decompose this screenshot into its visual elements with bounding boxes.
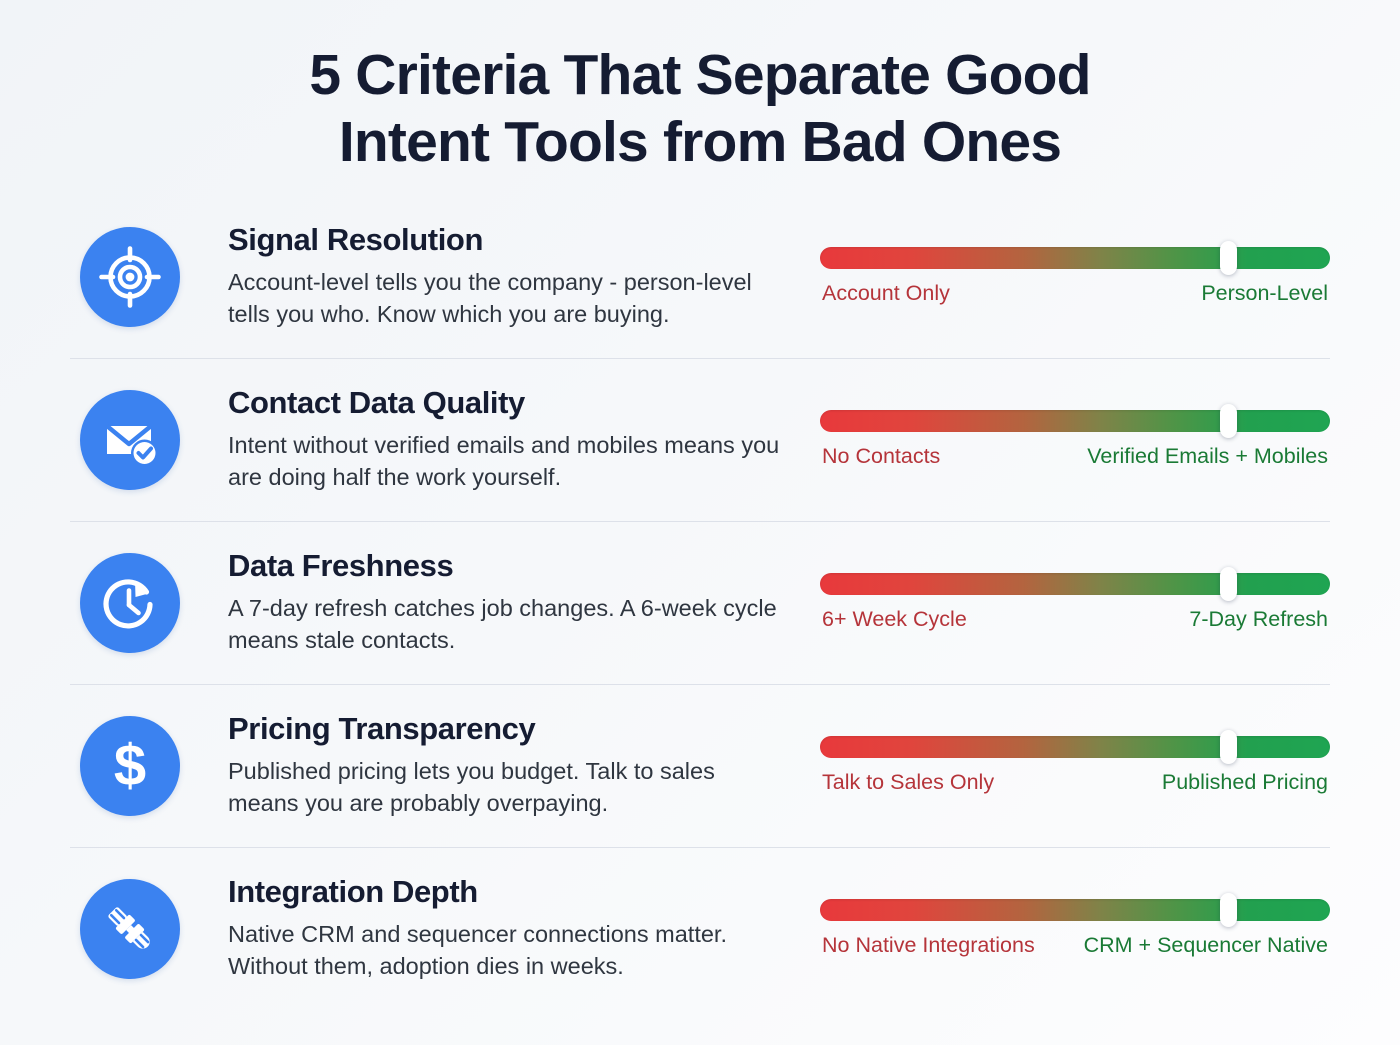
criteria-title: Integration Depth [228,873,478,909]
criteria-row: Integration Depth Native CRM and sequenc… [68,847,1332,1010]
slider-labels: 6+ Week Cycle 7-Day Refresh [820,607,1330,632]
criteria-text: Contact Data Quality Intent without veri… [192,384,792,494]
slider-high-label: Person-Level [1201,281,1328,306]
criteria-slider: No Contacts Verified Emails + Mobiles [792,404,1332,469]
criteria-description: Account-level tells you the company - pe… [228,269,752,328]
criteria-text: Integration Depth Native CRM and sequenc… [192,873,792,983]
criteria-slider: Talk to Sales Only Published Pricing [792,730,1332,795]
criteria-description: Native CRM and sequencer connections mat… [228,921,727,980]
slider-high-label: 7-Day Refresh [1189,607,1328,632]
criteria-title: Data Freshness [228,547,454,583]
dollar-sign-icon: $ [80,715,180,816]
criteria-text: Data Freshness A 7-day refresh catches j… [192,547,792,657]
slider-labels: No Contacts Verified Emails + Mobiles [820,444,1330,469]
slider-labels: Account Only Person-Level [820,281,1330,306]
slider-track[interactable] [820,241,1330,276]
svg-text:$: $ [114,735,146,797]
criteria-icon-wrap [68,878,192,979]
criteria-slider: 6+ Week Cycle 7-Day Refresh [792,567,1332,632]
page-title-line-1: 5 Criteria That Separate Good [309,43,1091,107]
slider-low-label: Account Only [822,281,950,306]
criteria-icon-wrap [68,389,192,490]
slider-thumb[interactable] [1219,730,1237,765]
slider-track[interactable] [820,730,1330,765]
criteria-description: Intent without verified emails and mobil… [228,432,780,491]
criteria-row: Data Freshness A 7-day refresh catches j… [68,521,1332,684]
slider-low-label: No Contacts [822,444,941,469]
slider-low-label: No Native Integrations [822,933,1035,958]
slider-high-label: Published Pricing [1161,770,1328,795]
verified-envelope-icon [80,389,180,490]
criteria-row: Contact Data Quality Intent without veri… [68,358,1332,521]
target-crosshair-icon [80,226,180,327]
slider-thumb[interactable] [1219,404,1237,439]
criteria-row: $ Pricing Transparency Published pricing… [68,684,1332,847]
slider-labels: Talk to Sales Only Published Pricing [820,770,1330,795]
criteria-text: Signal Resolution Account-level tells yo… [192,221,792,331]
slider-track[interactable] [820,893,1330,928]
criteria-title: Pricing Transparency [228,710,536,746]
slider-thumb[interactable] [1219,893,1237,928]
criteria-list: Signal Resolution Account-level tells yo… [0,195,1400,1010]
plug-connector-icon [80,878,180,979]
criteria-description: A 7-day refresh catches job changes. A 6… [228,595,777,654]
page-title-line-2: Intent Tools from Bad Ones [338,109,1062,174]
clock-refresh-icon [80,552,180,653]
criteria-icon-wrap [68,226,192,327]
slider-low-label: 6+ Week Cycle [822,607,967,632]
slider-track[interactable] [820,404,1330,439]
slider-thumb[interactable] [1219,567,1237,602]
slider-high-label: CRM + Sequencer Native [1083,933,1328,958]
slider-labels: No Native Integrations CRM + Sequencer N… [820,933,1330,958]
criteria-icon-wrap: $ [68,715,192,816]
criteria-slider: No Native Integrations CRM + Sequencer N… [792,893,1332,958]
criteria-slider: Account Only Person-Level [792,241,1332,306]
slider-track[interactable] [820,567,1330,602]
criteria-icon-wrap [68,552,192,653]
page-title: 5 Criteria That Separate Good Intent Too… [0,0,1400,175]
slider-high-label: Verified Emails + Mobiles [1087,444,1328,469]
slider-thumb[interactable] [1219,241,1237,276]
criteria-text: Pricing Transparency Published pricing l… [192,710,792,820]
slider-low-label: Talk to Sales Only [822,770,995,795]
criteria-row: Signal Resolution Account-level tells yo… [68,195,1332,358]
criteria-description: Published pricing lets you budget. Talk … [228,758,715,817]
criteria-title: Signal Resolution [228,221,483,257]
criteria-title: Contact Data Quality [228,384,525,420]
